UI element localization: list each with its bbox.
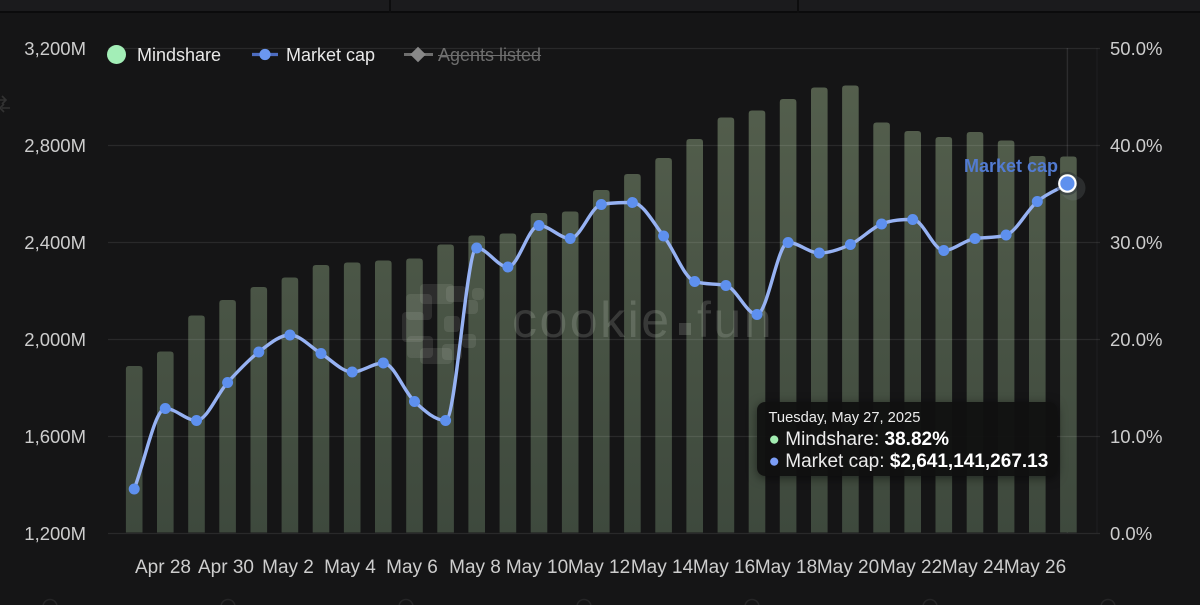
svg-text:cookie: cookie (512, 292, 672, 348)
svg-text:fun: fun (697, 292, 774, 348)
